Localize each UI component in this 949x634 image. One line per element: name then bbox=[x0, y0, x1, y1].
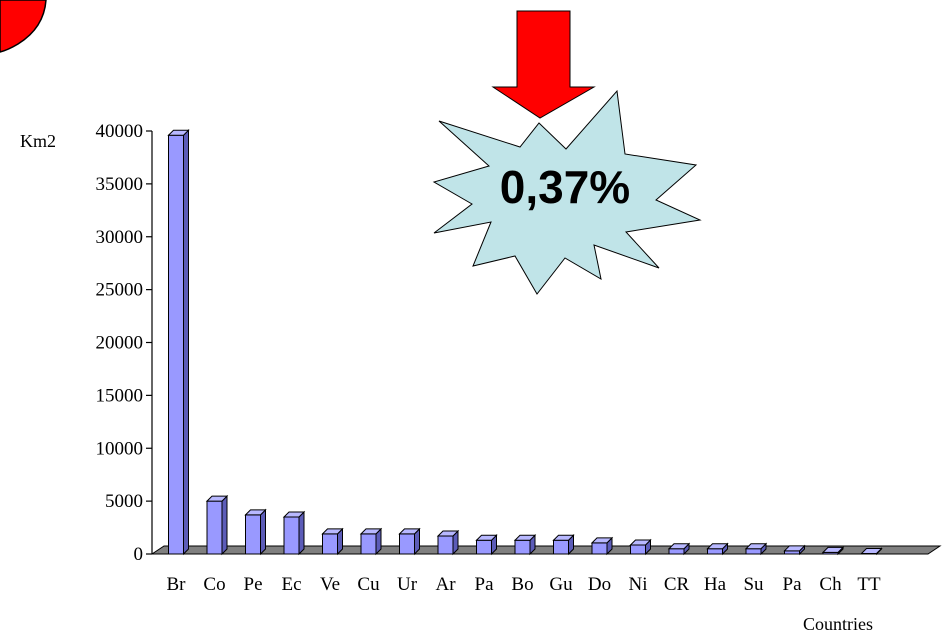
bar-top bbox=[513, 534, 537, 541]
bar-top bbox=[244, 509, 267, 516]
chart-floor bbox=[150, 545, 942, 555]
y-tick-label: 5000 bbox=[105, 491, 143, 512]
x-tick-label: Cu bbox=[357, 574, 380, 595]
bar-front bbox=[437, 535, 454, 555]
starburst-callout bbox=[432, 89, 702, 295]
corner-decoration bbox=[0, 0, 47, 53]
bar-front bbox=[399, 533, 415, 555]
x-tick-label: Co bbox=[203, 574, 225, 595]
bar-top bbox=[783, 545, 806, 552]
y-tick-label: 40000 bbox=[96, 121, 144, 142]
bar-front bbox=[322, 533, 338, 555]
y-tick-label: 30000 bbox=[96, 227, 144, 248]
bar bbox=[513, 534, 537, 556]
x-tick-label: Ch bbox=[819, 574, 842, 595]
bar-top bbox=[629, 539, 652, 546]
x-tick-label: Pa bbox=[783, 574, 803, 595]
bar bbox=[860, 547, 883, 556]
bar-front bbox=[514, 539, 531, 555]
bar bbox=[552, 534, 575, 556]
bar bbox=[783, 544, 806, 556]
bar bbox=[205, 494, 229, 556]
bar-top bbox=[590, 537, 614, 544]
bar-top bbox=[475, 534, 498, 541]
bar-top bbox=[398, 528, 421, 535]
bar-series bbox=[167, 129, 883, 556]
x-tick-label: Ar bbox=[435, 574, 456, 595]
x-tick-label: Su bbox=[743, 574, 764, 595]
bar bbox=[359, 527, 383, 556]
bar-front bbox=[553, 539, 569, 555]
category-axis: Br Co Pe Ec Ve Cu Ur Ar Pa Bo Gu Do Ni CR Ha Su Pa Ch TT bbox=[167, 574, 881, 595]
bar bbox=[629, 538, 652, 556]
bar-top bbox=[205, 495, 229, 502]
x-tick-label: CR bbox=[664, 574, 690, 595]
bar-front bbox=[283, 516, 300, 555]
x-tick-label: Pa bbox=[475, 574, 495, 595]
bar-top bbox=[706, 543, 729, 550]
y-tick-label: 0 bbox=[134, 544, 144, 565]
bar-front bbox=[168, 134, 184, 555]
bar-front bbox=[245, 514, 261, 555]
bar-front bbox=[476, 539, 492, 555]
bar bbox=[590, 536, 614, 556]
x-tick-label: Gu bbox=[549, 574, 573, 595]
bar-front bbox=[707, 548, 723, 555]
x-tick-label: Ni bbox=[629, 574, 648, 595]
x-tick-label: TT bbox=[857, 574, 881, 595]
bar-side bbox=[260, 508, 266, 556]
bar-top bbox=[860, 547, 883, 554]
bar-front bbox=[668, 548, 685, 555]
y-axis-title: Km2 bbox=[20, 131, 56, 151]
y-tick-label: 20000 bbox=[96, 333, 144, 354]
x-tick-label: Ec bbox=[281, 574, 301, 595]
bar-top bbox=[167, 129, 190, 136]
bar-side bbox=[221, 494, 228, 556]
x-axis-title: Countries bbox=[803, 614, 873, 634]
x-tick-label: Pe bbox=[244, 574, 263, 595]
x-tick-label: Bo bbox=[511, 574, 533, 595]
bar bbox=[167, 129, 190, 556]
bar-top bbox=[821, 546, 845, 553]
bar bbox=[475, 534, 498, 556]
y-tick-label: 15000 bbox=[96, 385, 144, 406]
y-tick-label: 35000 bbox=[96, 174, 144, 195]
bar bbox=[398, 527, 421, 556]
bar bbox=[706, 542, 729, 556]
x-tick-label: Do bbox=[588, 574, 611, 595]
percentage-label: 0,37% bbox=[500, 161, 630, 213]
bar-top bbox=[321, 528, 344, 535]
bar-side bbox=[298, 510, 305, 556]
bar bbox=[436, 529, 460, 556]
x-tick-label: Ha bbox=[704, 574, 727, 595]
down-arrow-icon bbox=[491, 10, 596, 119]
bar-top bbox=[744, 543, 768, 550]
x-tick-label: Ve bbox=[320, 574, 340, 595]
bar-front bbox=[360, 533, 377, 555]
bar bbox=[321, 527, 344, 556]
bar bbox=[667, 542, 691, 556]
bar bbox=[744, 542, 768, 556]
bar bbox=[282, 510, 306, 556]
bar-front bbox=[630, 544, 646, 555]
y-axis-ticks: 0 5000 10000 15000 20000 25000 30000 35000 40000 bbox=[96, 121, 152, 565]
bar-top bbox=[282, 511, 306, 518]
bar-top bbox=[359, 528, 383, 535]
x-tick-label: Br bbox=[167, 574, 187, 595]
y-tick-label: 25000 bbox=[96, 280, 144, 301]
bar-front bbox=[745, 548, 762, 555]
bar-front bbox=[206, 500, 223, 555]
bar-top bbox=[667, 543, 691, 550]
bar bbox=[821, 546, 845, 556]
bar-top bbox=[436, 530, 460, 537]
y-tick-label: 10000 bbox=[96, 438, 144, 459]
bar-side bbox=[183, 129, 189, 556]
bar bbox=[244, 508, 267, 556]
bar-front bbox=[591, 542, 608, 555]
x-tick-label: Ur bbox=[397, 574, 418, 595]
bar-top bbox=[552, 534, 575, 541]
